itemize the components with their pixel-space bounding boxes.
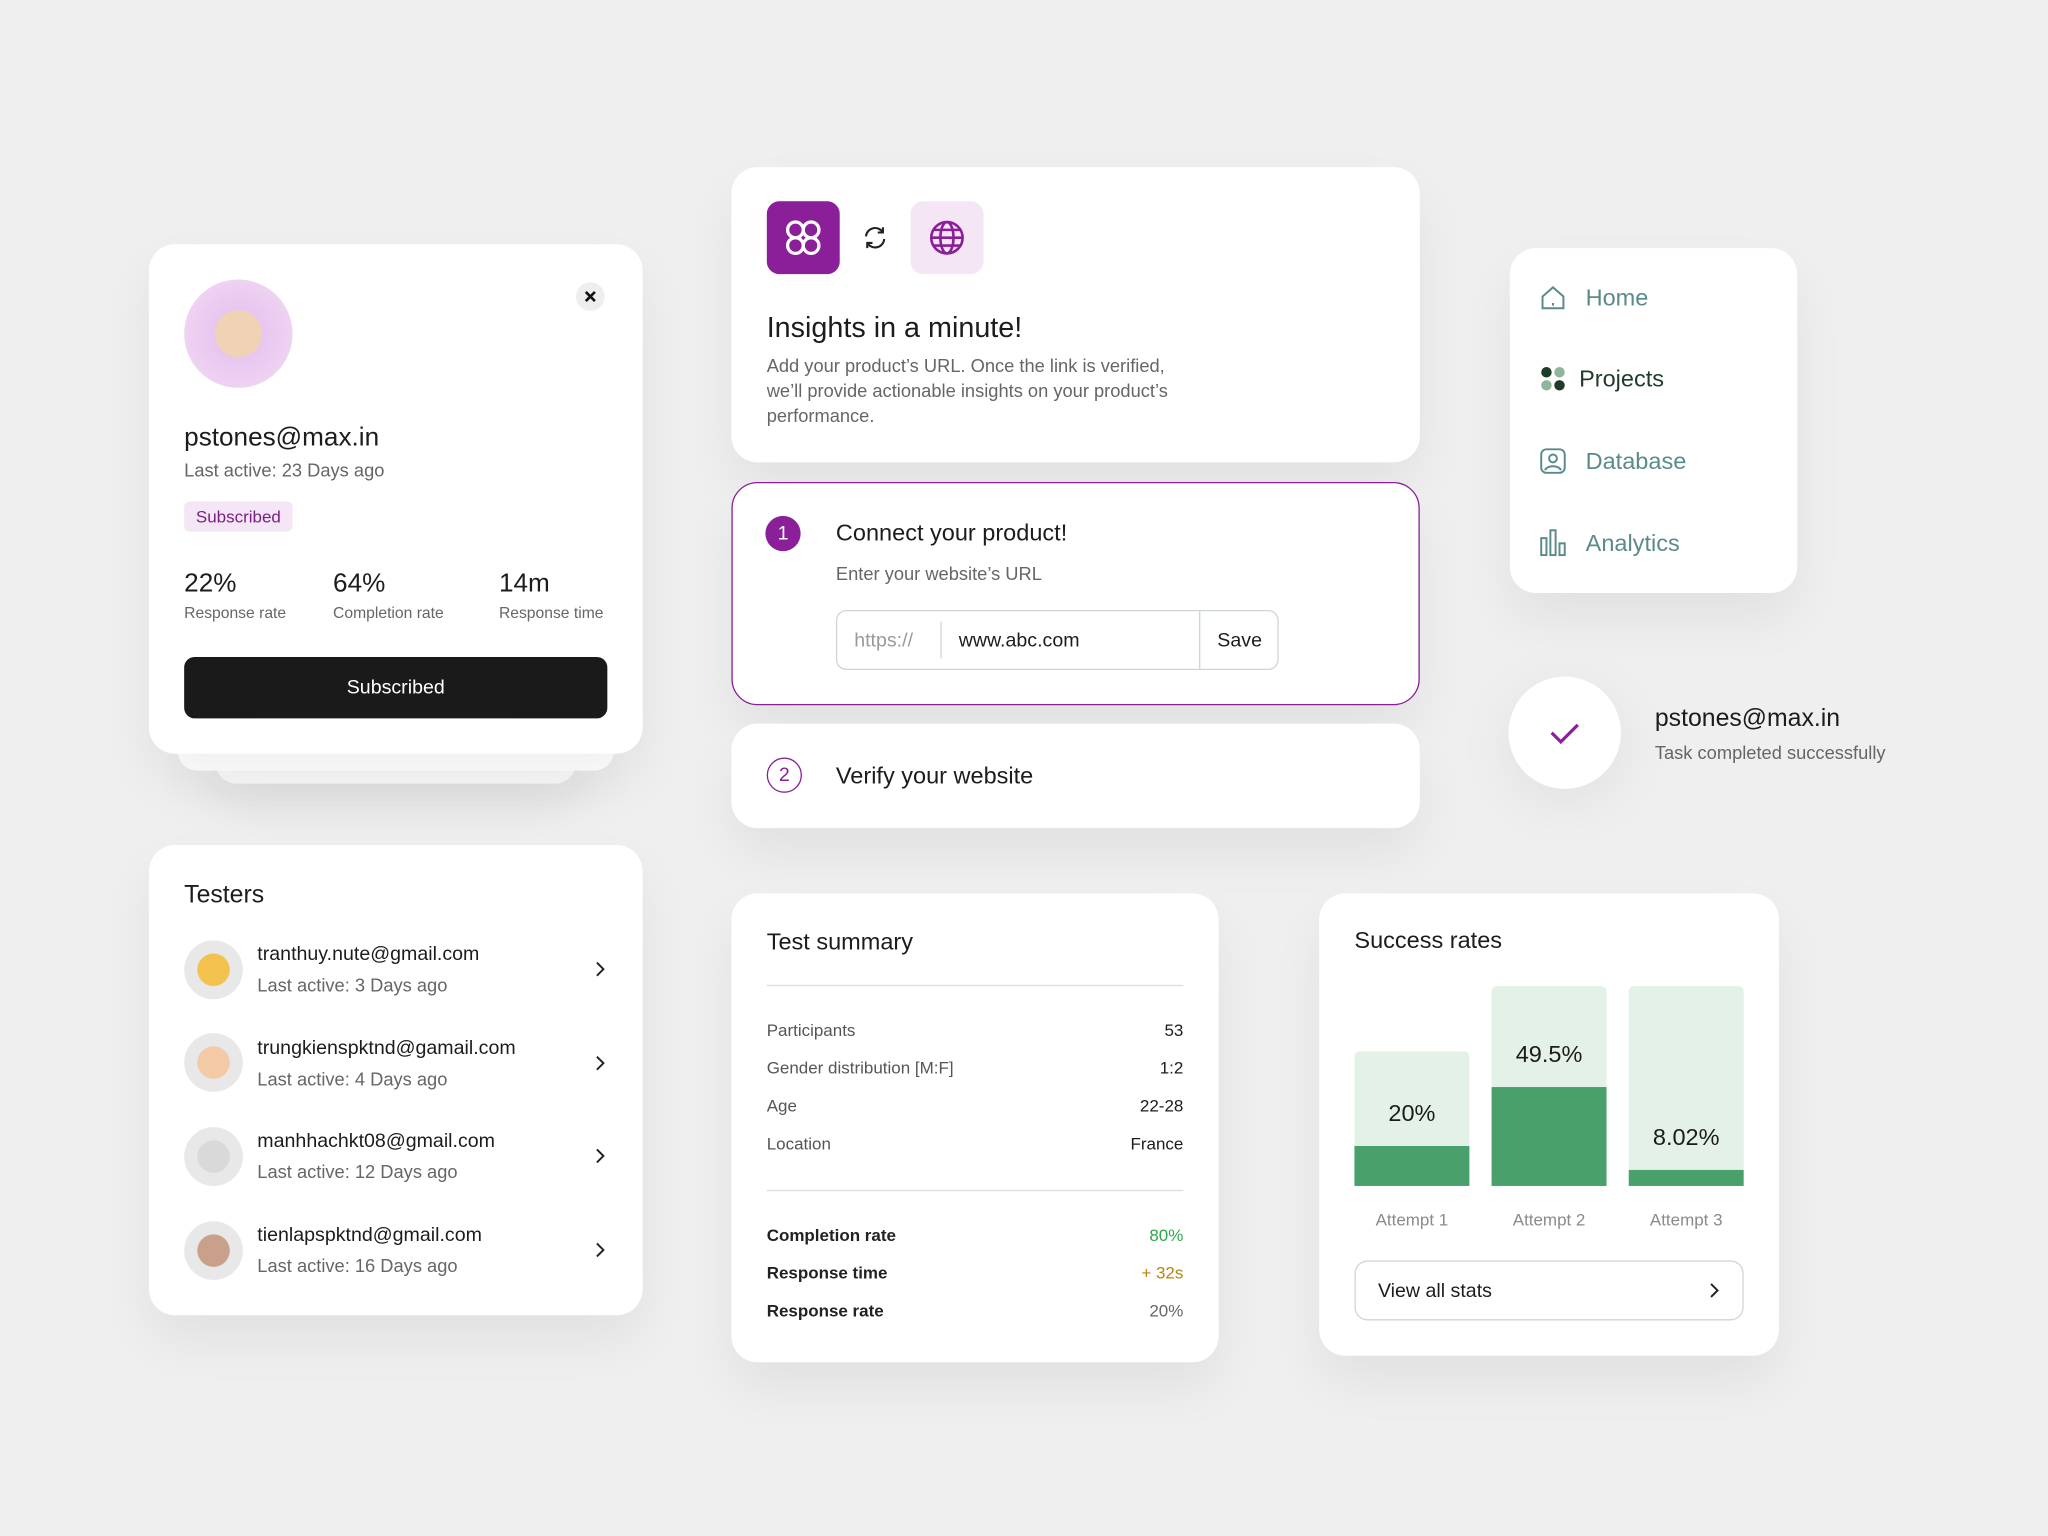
tester-last-active: Last active: 16 Days ago	[257, 1255, 458, 1277]
tester-email: tienlapspktnd@gmail.com	[257, 1223, 482, 1247]
summary-card: Test summary Participants 53 Gender distri…	[731, 893, 1219, 1363]
badge: Subscribed	[184, 501, 293, 532]
step-title: Verify your website	[835, 762, 1034, 789]
value-label: 8.02%	[1653, 1124, 1720, 1150]
stat-value: 22%	[184, 569, 237, 599]
tester-last-active: Last active: 3 Days ago	[257, 974, 448, 996]
metric-value: 20%	[1149, 1300, 1184, 1321]
row-value: 22-28	[1139, 1095, 1184, 1116]
tester-email: tranthuy.nute@gmail.com	[257, 943, 480, 966]
home-icon	[1541, 286, 1565, 310]
chevron[interactable]	[594, 1149, 605, 1165]
save-button[interactable]: Save	[1217, 629, 1262, 652]
card-title: Test summary	[766, 928, 914, 955]
metric-label: Response rate	[766, 1300, 884, 1321]
view-stats-button[interactable]: View all stats	[1354, 1260, 1744, 1321]
avatar	[184, 1033, 243, 1093]
value-label: 20%	[1388, 1100, 1435, 1126]
stat-value: 64%	[333, 569, 386, 599]
card-title: Success rates	[1354, 927, 1502, 953]
metric-label: Completion rate	[766, 1225, 896, 1245]
success-card: Success rates 20% Attempt 1 49.5% Attempt 2…	[1319, 893, 1779, 1356]
row-value: France	[1130, 1133, 1184, 1154]
card-title: Insights in a minute!	[766, 310, 1023, 344]
bar-chart: Success rates 20% Attempt 1 49.5% Attempt 2…	[1354, 927, 1744, 1230]
nav-card: Home Projects Database Analytics	[1509, 248, 1798, 593]
close-button[interactable]	[575, 282, 605, 311]
email: pstones@max.in	[184, 423, 380, 452]
subscribe-button[interactable]: Subscribed	[184, 656, 608, 719]
row-value: 1:2	[1159, 1057, 1184, 1078]
value-label: 49.5%	[1516, 1041, 1583, 1067]
database-icon	[1540, 448, 1566, 474]
row-label: Age	[766, 1095, 797, 1116]
category-label: Attempt 1	[1376, 1211, 1449, 1230]
row-label: Gender distribution [M:F]	[766, 1057, 954, 1078]
step-title: Connect your product!	[835, 519, 1068, 546]
avatar	[184, 1220, 243, 1280]
row-value: 53	[1164, 1020, 1184, 1040]
stat-label: Response time	[498, 603, 604, 622]
divider	[766, 1189, 1184, 1192]
projects-icon	[1541, 367, 1565, 391]
insights-card: Insights in a minute! Add your product’s…	[731, 167, 1420, 463]
connect-card: 1 Connect your product! Enter your websi…	[731, 481, 1420, 706]
nav-item[interactable]: Home	[1585, 284, 1649, 311]
verify-card: 2 Verify your website	[731, 723, 1420, 829]
chevron[interactable]	[594, 1242, 605, 1258]
tester-last-active: Last active: 12 Days ago	[257, 1161, 458, 1183]
bar	[1354, 1145, 1470, 1186]
tester-last-active: Last active: 4 Days ago	[257, 1067, 448, 1089]
stat-label: Response rate	[184, 603, 287, 622]
url-value: www.abc.com	[958, 629, 1080, 652]
chevron[interactable]	[594, 961, 605, 977]
globe-icon	[910, 201, 984, 275]
bar	[1628, 1169, 1744, 1186]
url-input[interactable]: https:// www.abc.com Save	[835, 609, 1279, 671]
nav-item[interactable]: Database	[1585, 447, 1687, 475]
profile-card: pstones@max.in Last active: 23 Days ago …	[148, 244, 643, 754]
step-subtitle: Enter your website’s URL	[835, 562, 1042, 584]
stat-label: Completion rate	[333, 603, 444, 622]
last-active: Last active: 23 Days ago	[184, 459, 385, 481]
row-label: Participants	[766, 1020, 856, 1040]
divider	[766, 984, 1184, 987]
app-icon	[766, 201, 840, 275]
testers-card: Testers tranthuy.nute@gmail.com Last acti…	[148, 845, 643, 1316]
divider	[940, 621, 942, 659]
url-prefix: https://	[854, 629, 914, 652]
avatar	[184, 279, 293, 388]
button-label: View all stats	[1377, 1279, 1492, 1303]
nav-item[interactable]: Projects	[1579, 365, 1665, 392]
bar-track	[1628, 986, 1744, 1186]
step-number: 2	[766, 757, 802, 793]
metric-value: 80%	[1149, 1225, 1184, 1245]
sync-icon	[864, 226, 886, 249]
nav-item[interactable]: Analytics	[1585, 530, 1680, 557]
chevron	[1710, 1283, 1719, 1298]
tester-email: manhhachkt08@gmail.com	[257, 1130, 495, 1153]
avatar	[184, 939, 243, 999]
category-label: Attempt 2	[1513, 1211, 1586, 1230]
stat-value: 14m	[498, 569, 550, 599]
card-title: Testers	[184, 881, 265, 910]
check-circle	[1508, 676, 1621, 789]
divider	[1199, 611, 1201, 669]
category-label: Attempt 3	[1650, 1211, 1723, 1230]
tester-email: trungkienspktnd@gamail.com	[257, 1036, 516, 1059]
avatar	[184, 1127, 243, 1186]
step-number: 1	[765, 515, 801, 552]
chevron[interactable]	[594, 1055, 605, 1071]
bar	[1491, 1087, 1607, 1186]
analytics-icon	[1540, 529, 1566, 557]
toast-email: pstones@max.in	[1654, 705, 1841, 733]
row-label: Location	[766, 1133, 831, 1154]
description: Add your product’s URL. Once the link is…	[766, 355, 1168, 426]
metric-value: + 32s	[1141, 1263, 1184, 1283]
metric-label: Response time	[766, 1263, 888, 1283]
toast-message: Task completed successfully	[1654, 741, 1886, 763]
